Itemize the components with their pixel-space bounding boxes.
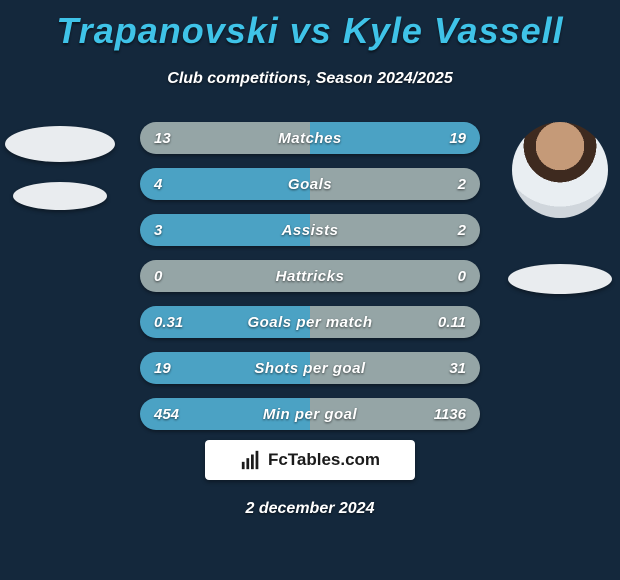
branding-icon (240, 449, 262, 471)
stat-label: Min per goal (140, 398, 480, 430)
stat-label: Goals (140, 168, 480, 200)
player-left-badge-placeholder (13, 182, 107, 210)
branding-text: FcTables.com (268, 450, 380, 470)
branding-badge: FcTables.com (205, 440, 415, 480)
stat-label: Shots per goal (140, 352, 480, 384)
page-title: Trapanovski vs Kyle Vassell (0, 0, 620, 52)
player-right-badge-placeholder (508, 264, 612, 294)
stat-row: 1931Shots per goal (140, 352, 480, 384)
player-left-avatar-placeholder (5, 126, 115, 162)
player-right-column (500, 122, 620, 218)
stat-label: Assists (140, 214, 480, 246)
footer-date: 2 december 2024 (0, 500, 620, 518)
stat-label: Goals per match (140, 306, 480, 338)
stat-row: 4541136Min per goal (140, 398, 480, 430)
stat-row: 32Assists (140, 214, 480, 246)
page-subtitle: Club competitions, Season 2024/2025 (0, 70, 620, 88)
stat-row: 42Goals (140, 168, 480, 200)
stat-row: 1319Matches (140, 122, 480, 154)
stat-row: 00Hattricks (140, 260, 480, 292)
stat-label: Hattricks (140, 260, 480, 292)
player-right-avatar (512, 122, 608, 218)
stat-row: 0.310.11Goals per match (140, 306, 480, 338)
stats-bars: 1319Matches 42Goals 32Assists 00Hattricks 0.… (140, 122, 480, 430)
stat-label: Matches (140, 122, 480, 154)
